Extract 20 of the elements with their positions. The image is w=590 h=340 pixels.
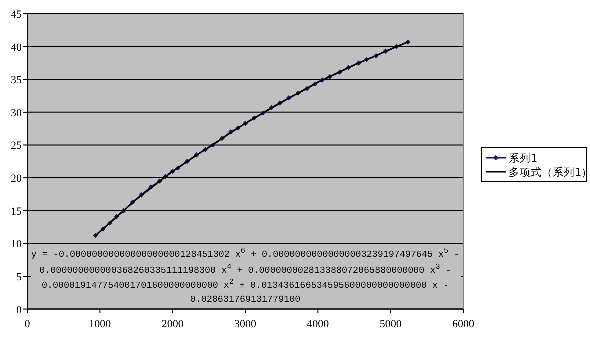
x-tick-label: 1000: [89, 318, 112, 330]
y-tick-label: 0: [16, 304, 22, 316]
y-tick-label: 40: [11, 42, 22, 54]
x-tick-label: 0: [24, 318, 31, 330]
y-tick-label: 5: [16, 271, 22, 284]
text: y = -0.00000000000000000000128451302 x$^{6}$ + 0.00000000000000003239197497645 x$^{5}$ - 0.000000000000368260335111198300 x$^{4}$ + 0.000000002813388072065880000000 x$^{3}$ - 0.000019147754001701600000000000 x$^{2}$ + 0.013436166534595600000000000000 x - 0.028631769131779100: [31, 248, 460, 305]
x-tick-label: 3000: [234, 318, 257, 330]
y-tick-label: 30: [11, 107, 22, 120]
y-tick-label: 10: [11, 238, 22, 251]
y-tick-label: 25: [11, 140, 22, 152]
y-tick-label: 20: [11, 173, 22, 186]
y-tick-label: 35: [11, 74, 22, 87]
x-tick-label: 4000: [307, 318, 330, 330]
x-tick-label: 6000: [452, 318, 475, 330]
y-tick-label: 45: [11, 9, 22, 21]
x-tick-label: 5000: [380, 318, 402, 330]
y-tick-label: 15: [11, 206, 22, 218]
legend-label: 系列1: [509, 152, 538, 165]
x-tick-label: 2000: [162, 318, 184, 330]
legend-label: 多项式（系列1）: [509, 166, 590, 179]
